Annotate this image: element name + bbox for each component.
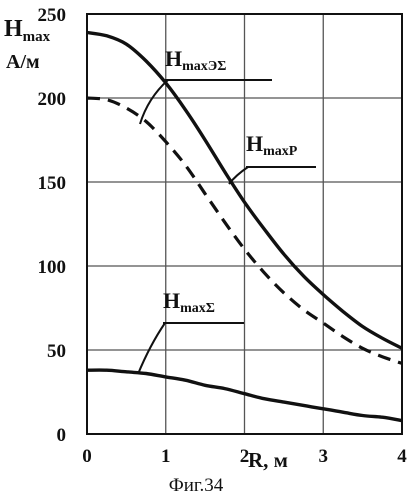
series-labels: HmaxЭΣ HmaxР HmaxΣ: [138, 46, 316, 374]
y-axis-unit: А/м: [6, 51, 40, 73]
figure-caption: Фиг.34: [169, 475, 224, 496]
tick-labels: 01234050100150200250: [38, 5, 408, 467]
series-leader-hmaxs: [138, 323, 165, 374]
series-leader-hmaxes: [140, 80, 168, 124]
series-label-hmaxp: HmaxР: [246, 131, 298, 159]
series-label-hmaxs: HmaxΣ: [163, 288, 215, 316]
y-tick-label: 100: [38, 257, 67, 278]
y-tick-label: 200: [38, 89, 67, 110]
x-tick-label: 0: [82, 446, 92, 467]
y-tick-label: 250: [38, 5, 67, 26]
y-tick-label: 150: [38, 173, 67, 194]
x-tick-label: 3: [319, 446, 329, 467]
x-tick-label: 1: [161, 446, 171, 467]
y-tick-label: 0: [57, 425, 67, 446]
y-tick-label: 50: [47, 341, 66, 362]
series-label-hmaxes: HmaxЭΣ: [165, 46, 226, 74]
x-axis-title: R, м: [248, 448, 288, 472]
x-tick-label: 4: [397, 446, 407, 467]
